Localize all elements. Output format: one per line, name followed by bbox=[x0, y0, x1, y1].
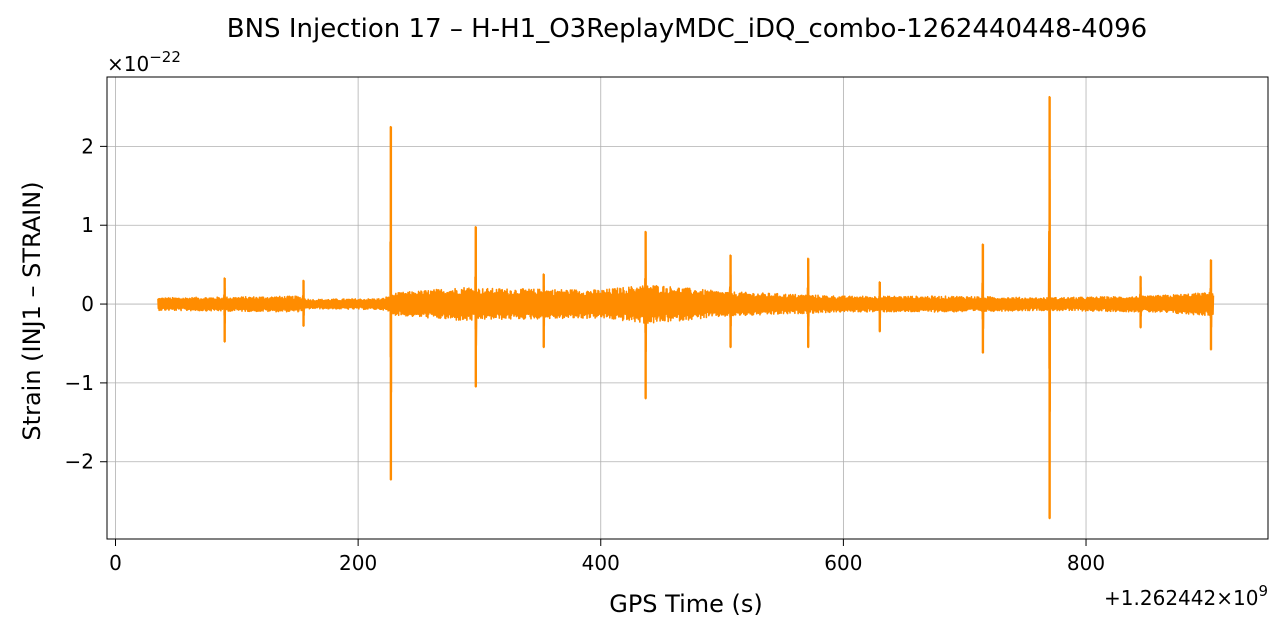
x-tick-label: 800 bbox=[1067, 551, 1105, 575]
y-tick-label: −1 bbox=[65, 371, 94, 395]
strain-series-line bbox=[157, 95, 1215, 520]
y-tick-label: 2 bbox=[81, 134, 94, 158]
y-axis: −2 −1 0 1 2 bbox=[65, 134, 107, 474]
x-tick-label: 0 bbox=[109, 551, 122, 575]
x-axis-label: GPS Time (s) bbox=[609, 590, 763, 618]
x-tick-label: 400 bbox=[582, 551, 620, 575]
y-tick-label: −2 bbox=[65, 450, 94, 474]
x-offset-exp: 9 bbox=[1258, 582, 1268, 600]
y-tick-label: 1 bbox=[81, 213, 94, 237]
x-offset-base: +1.262442×10 bbox=[1104, 586, 1258, 610]
chart-title: BNS Injection 17 – H-H1_O3ReplayMDC_iDQ_… bbox=[227, 14, 1147, 44]
plot-area bbox=[157, 95, 1215, 520]
y-scale-label: ×10−22 bbox=[107, 48, 181, 76]
y-axis-label: Strain (INJ1 – STRAIN) bbox=[18, 181, 46, 440]
axes-frame bbox=[106, 76, 1269, 540]
x-tick-label: 600 bbox=[824, 551, 862, 575]
y-scale-base: ×10 bbox=[107, 52, 149, 76]
x-offset-label: +1.262442×109 bbox=[1104, 582, 1268, 610]
y-tick-label: 0 bbox=[81, 292, 94, 316]
x-axis: 0 200 400 600 800 bbox=[109, 539, 1105, 575]
x-tick-label: 200 bbox=[339, 551, 377, 575]
y-scale-exp: −22 bbox=[149, 48, 181, 66]
